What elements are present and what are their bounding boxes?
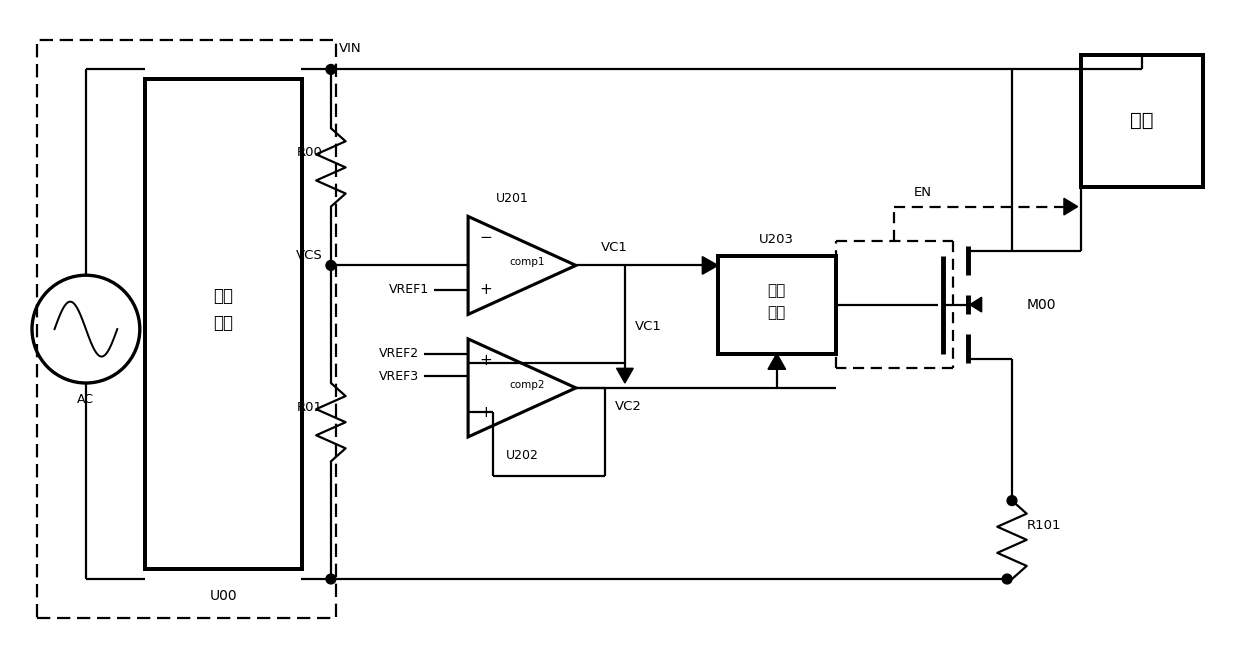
Polygon shape [702,257,718,274]
Text: U201: U201 [496,191,528,205]
Text: +: + [480,405,492,420]
Polygon shape [970,297,982,312]
Text: EN: EN [914,186,932,199]
Text: VC1: VC1 [635,320,662,333]
Text: VREF2: VREF2 [379,347,419,360]
Circle shape [1002,574,1012,584]
Text: comp1: comp1 [510,258,544,268]
Circle shape [326,64,336,74]
Text: U00: U00 [210,589,237,603]
Polygon shape [1064,198,1078,215]
Polygon shape [768,354,786,369]
Text: M00: M00 [1027,298,1056,312]
Text: 负载: 负载 [1130,111,1153,130]
Bar [1080,55,1203,187]
Text: VREF1: VREF1 [389,284,429,296]
Text: 驱动
电路: 驱动 电路 [768,283,786,320]
Text: R101: R101 [1027,518,1061,532]
Text: 整流
电路: 整流 电路 [213,287,233,332]
Text: VCS: VCS [296,250,324,262]
Text: +: + [480,353,492,368]
Text: +: + [480,282,492,298]
Circle shape [326,574,336,584]
Text: −: − [480,230,492,246]
Circle shape [1007,496,1017,506]
Bar [145,79,301,569]
Text: R01: R01 [298,401,324,414]
Text: AC: AC [77,393,94,406]
Text: U202: U202 [506,449,538,462]
Text: VC1: VC1 [600,241,627,254]
Text: comp2: comp2 [510,380,544,390]
Bar [718,256,836,354]
Polygon shape [616,369,634,383]
Text: VC2: VC2 [615,399,642,413]
Bar [37,40,336,618]
Text: −: − [480,405,492,420]
Text: U203: U203 [759,233,795,246]
Circle shape [326,260,336,270]
Text: R00: R00 [298,147,324,159]
Text: VREF3: VREF3 [379,370,419,383]
Text: VIN: VIN [339,41,361,55]
